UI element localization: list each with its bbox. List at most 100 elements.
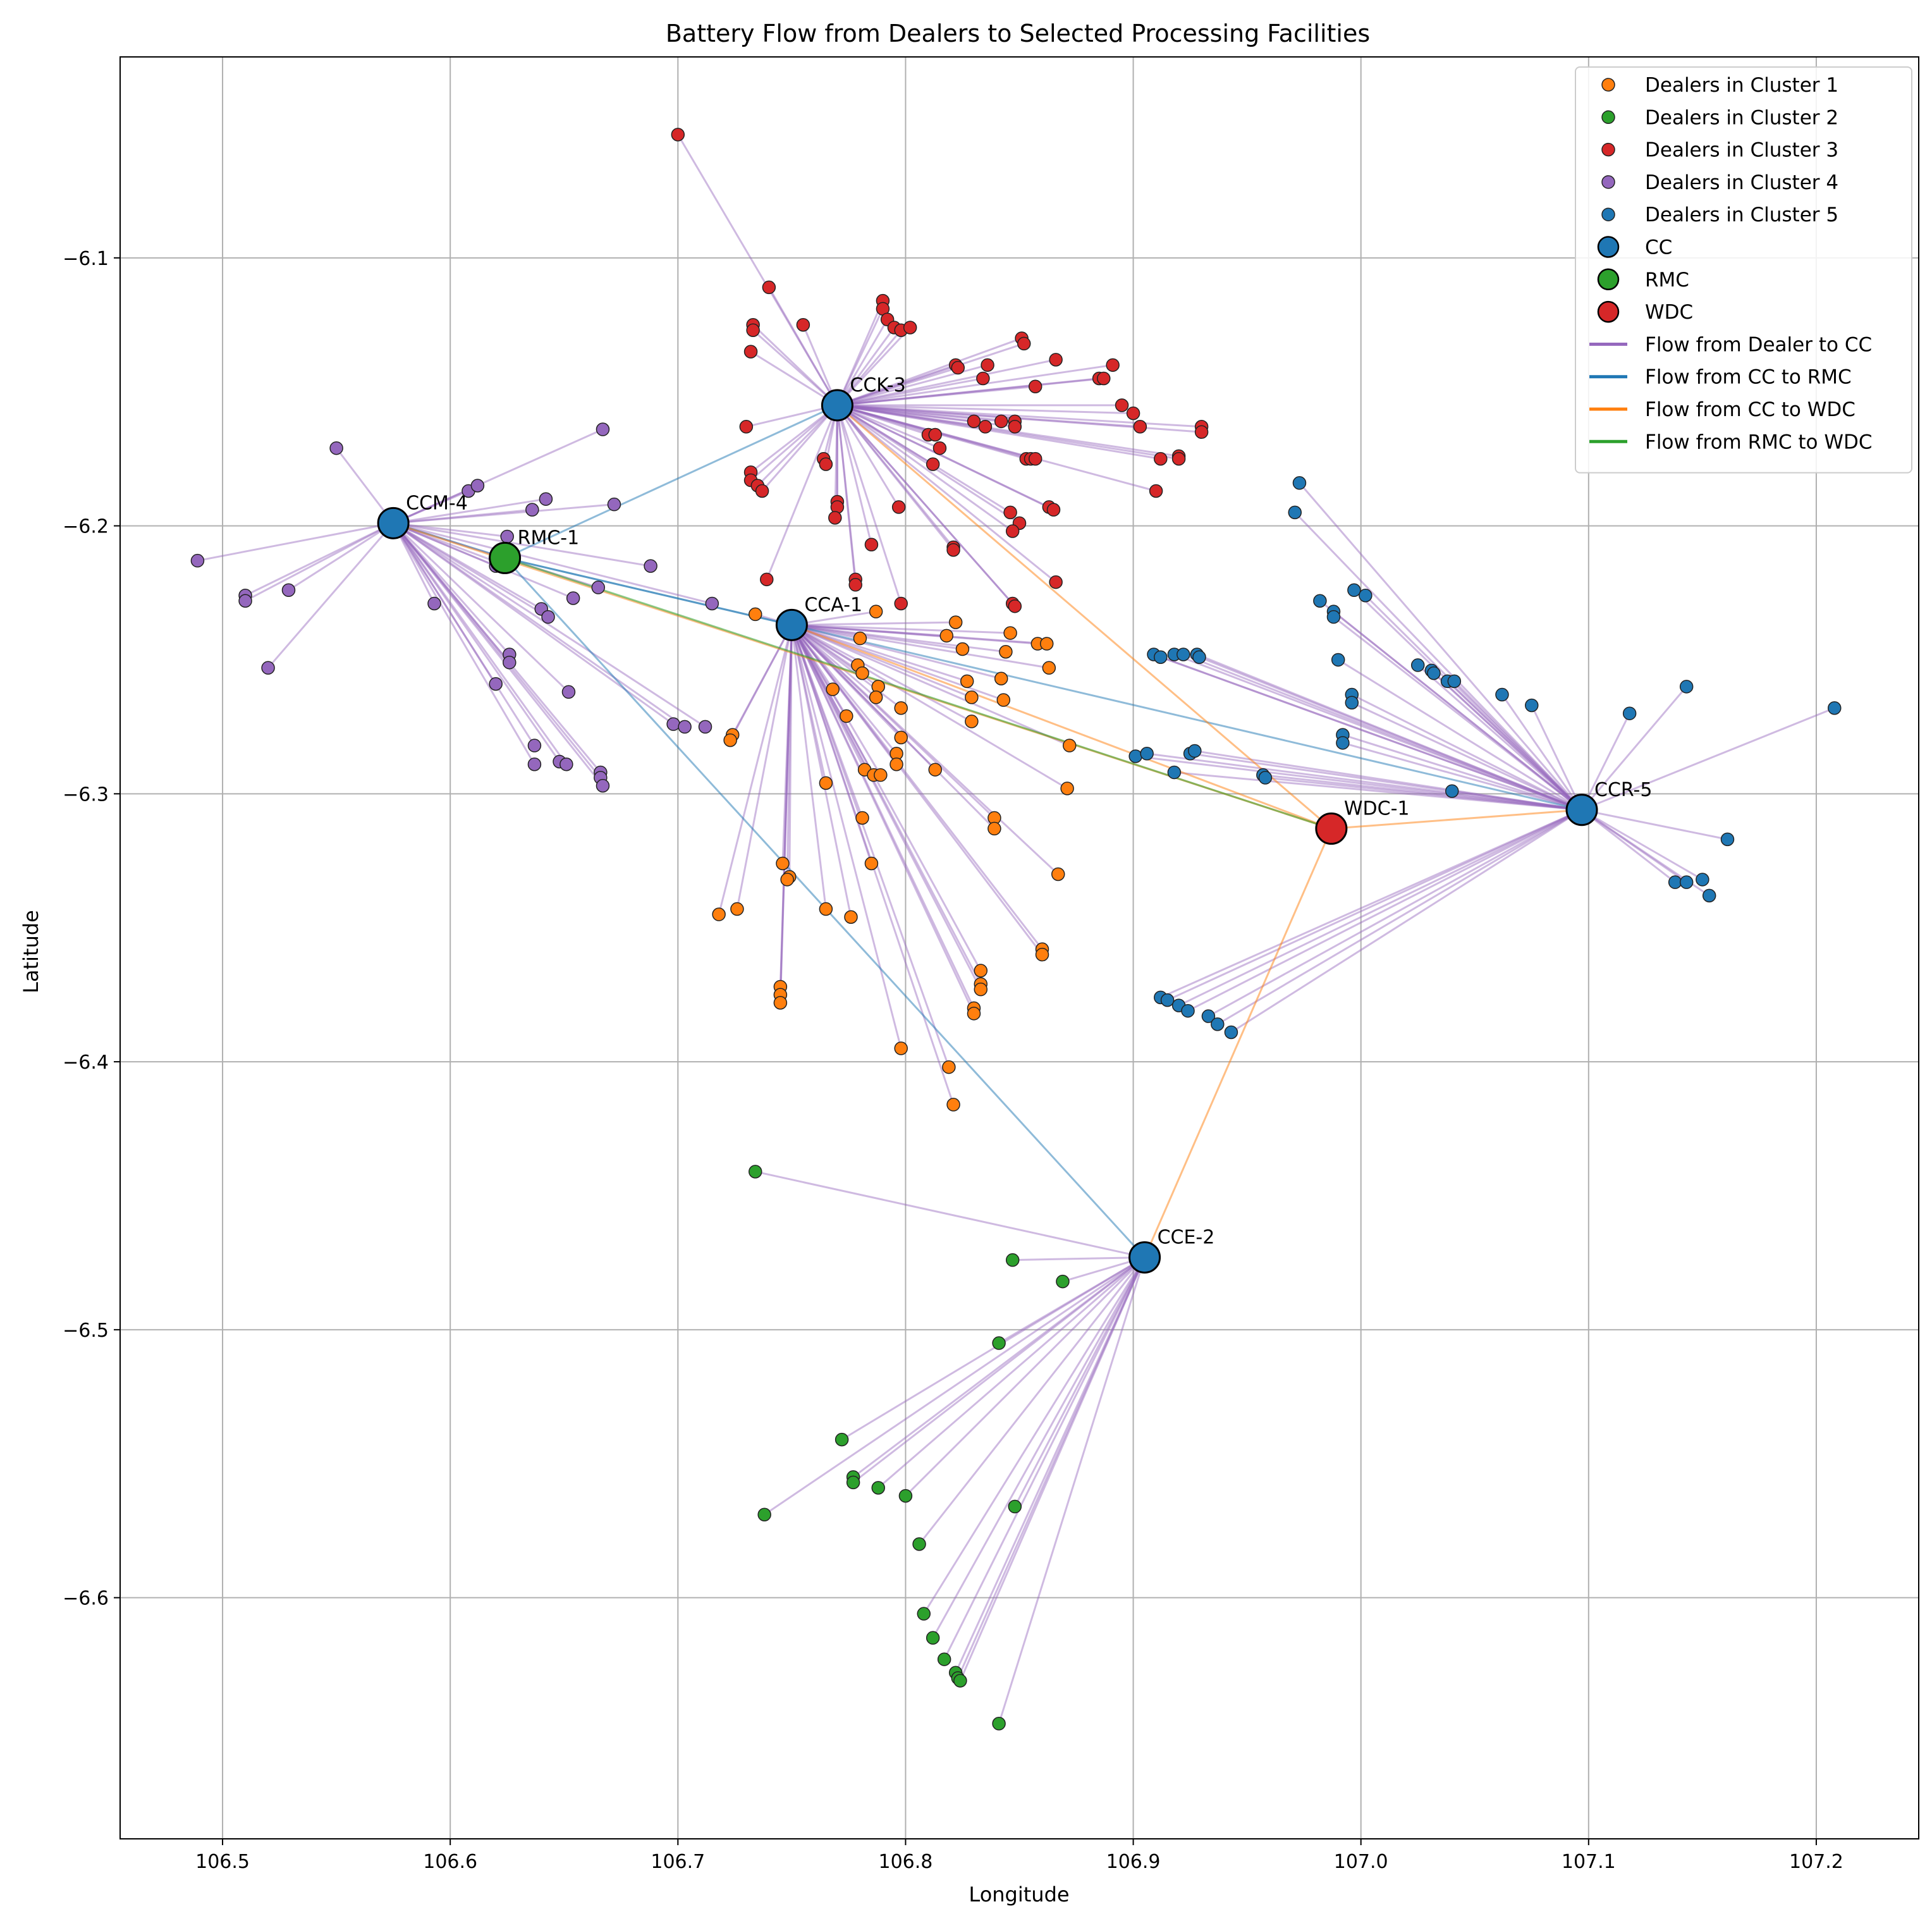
dealer-point-cluster-4: [644, 559, 657, 573]
dealer-to-cc-flow-line: [837, 404, 1179, 460]
dealer-to-cc-flow-line: [791, 624, 877, 698]
dealer-point-cluster-3: [762, 280, 776, 295]
dealer-point-cluster-2: [992, 1336, 1006, 1350]
dealer-to-cc-flow-line: [791, 624, 882, 776]
dealer-points: [190, 128, 1842, 1731]
dealer-point-cluster-3: [864, 537, 879, 551]
dealer-point-cluster-1: [723, 733, 737, 747]
dealer-point-cluster-5: [1181, 1004, 1195, 1018]
dealer-to-cc-flow-line: [836, 404, 1011, 513]
rmc-marker: [489, 541, 522, 574]
dealer-point-cluster-3: [1106, 358, 1120, 372]
dealer-to-cc-flow-line: [792, 623, 1038, 645]
dealer-point-cluster-2: [1008, 1499, 1022, 1514]
dealer-to-cc-flow-line: [932, 1256, 1146, 1638]
y-tick-label: −6.1: [63, 248, 109, 270]
dealer-point-cluster-5: [1679, 680, 1694, 694]
x-tick-label: 106.6: [423, 1851, 477, 1873]
dealer-to-cc-flow-line: [1183, 653, 1582, 811]
dealer-point-cluster-1: [874, 768, 888, 782]
dealer-to-cc-flow-line: [1581, 809, 1703, 881]
dealer-to-cc-flow-line: [393, 522, 574, 599]
dealer-point-cluster-1: [939, 629, 954, 643]
dealer-to-cc-flow-line: [1294, 512, 1583, 811]
dealer-to-cc-flow-line: [392, 522, 602, 778]
dealer-point-cluster-2: [749, 1165, 762, 1179]
dealer-point-cluster-1: [948, 615, 963, 629]
legend-box: [1575, 66, 1912, 474]
dealer-point-cluster-3: [1008, 420, 1022, 434]
cc-to-wdc-flow-line: [1331, 809, 1582, 830]
dealer-to-cc-flow-line: [1353, 589, 1583, 811]
dealer-to-cc-flow-line: [792, 623, 1006, 653]
dealer-point-cluster-1: [890, 757, 903, 771]
dealer-to-cc-flow-line: [752, 324, 838, 406]
legend-swatch: [1597, 268, 1620, 291]
dealer-point-cluster-5: [1622, 706, 1637, 720]
dealer-point-cluster-2: [898, 1489, 913, 1503]
dealer-to-cc-flow-line: [1342, 734, 1582, 811]
dealer-to-cc-flow-line: [766, 405, 838, 580]
facility-labels: CCA-1 CCE-2 CCK-3 CCM-4 CCR-5 RMC-1 WDC-1: [406, 374, 1652, 1249]
dealer-point-cluster-5: [1140, 747, 1154, 761]
y-ticks: −6.1 −6.2 −6.3 −6.4 −6.5 −6.6: [63, 248, 120, 1610]
dealer-to-cc-flow-line: [1299, 482, 1583, 811]
dealer-point-cluster-1: [773, 996, 788, 1010]
dealer-point-cluster-1: [974, 982, 988, 997]
dealer-point-cluster-4: [527, 757, 542, 771]
dealer-point-cluster-5: [1359, 589, 1373, 603]
dealer-point-cluster-1: [819, 902, 833, 916]
x-tick-label: 106.9: [1106, 1851, 1161, 1873]
dealer-point-cluster-3: [828, 511, 842, 525]
dealer-to-cc-flow-line: [1433, 672, 1583, 811]
dealer-point-cluster-1: [730, 902, 744, 916]
dealer-to-cc-flow-line: [791, 624, 982, 990]
dealer-point-cluster-5: [1192, 650, 1206, 664]
dealer-to-cc-flow-line: [837, 404, 1140, 428]
dealer-point-cluster-3: [951, 360, 965, 375]
dealer-to-cc-flow-line: [792, 623, 963, 650]
dealer-point-cluster-1: [1003, 626, 1017, 640]
dealer-to-cc-flow-line: [1160, 809, 1582, 998]
dealer-point-cluster-3: [1194, 425, 1209, 439]
dealer-point-cluster-3: [819, 457, 833, 471]
dealer-to-cc-flow-line: [837, 385, 1036, 407]
legend-label: Dealers in Cluster 5: [1645, 204, 1838, 226]
dealer-point-cluster-3: [932, 441, 947, 455]
dealer-to-cc-flow-line: [392, 522, 602, 773]
dealer-point-cluster-1: [1062, 739, 1077, 752]
y-axis-label: Latitude: [19, 910, 43, 993]
dealer-point-cluster-1: [942, 1060, 956, 1074]
dealer-to-cc-flow-line: [791, 624, 1043, 950]
dealer-to-cc-flow-line: [752, 329, 838, 407]
dealer-point-cluster-5: [1336, 736, 1350, 750]
dealer-point-cluster-5: [1160, 993, 1175, 1007]
dealer-to-cc-flow-line: [792, 623, 1049, 669]
dealer-to-cc-flow-line: [1446, 680, 1583, 811]
cc-to-rmc-flow-line: [504, 404, 838, 559]
facility-label: CCK-3: [850, 374, 905, 396]
dealer-to-cc-flow-line: [392, 522, 497, 685]
dealer-to-cc-flow-line: [905, 1256, 1146, 1497]
dealer-point-cluster-5: [1154, 650, 1168, 664]
dealer-point-cluster-5: [1347, 583, 1361, 598]
dealer-to-cc-flow-line: [764, 1256, 1146, 1516]
dealer-to-cc-flow-line: [1431, 670, 1583, 811]
dealer-point-cluster-1: [855, 811, 869, 825]
dealer-to-cc-flow-line: [791, 624, 936, 771]
dealer-to-cc-flow-line: [836, 319, 888, 406]
dealer-point-cluster-5: [1702, 888, 1716, 903]
dealer-to-cc-flow-line: [245, 522, 394, 602]
dealer-to-cc-flow-line: [1196, 653, 1582, 811]
cc-marker: [377, 507, 410, 539]
dealer-to-cc-flow-line: [393, 522, 542, 610]
dealer-to-cc-flow-line: [1153, 653, 1582, 811]
dealer-point-cluster-4: [190, 553, 205, 568]
dealer-point-cluster-3: [891, 500, 906, 514]
dealer-point-cluster-1: [946, 1098, 960, 1112]
dealer-point-cluster-3: [994, 414, 1008, 429]
dealer-to-cc-flow-line: [392, 522, 604, 787]
cc-marker: [821, 389, 853, 422]
facility-label: RMC-1: [518, 527, 580, 549]
dealer-to-cc-flow-line: [918, 1256, 1146, 1545]
